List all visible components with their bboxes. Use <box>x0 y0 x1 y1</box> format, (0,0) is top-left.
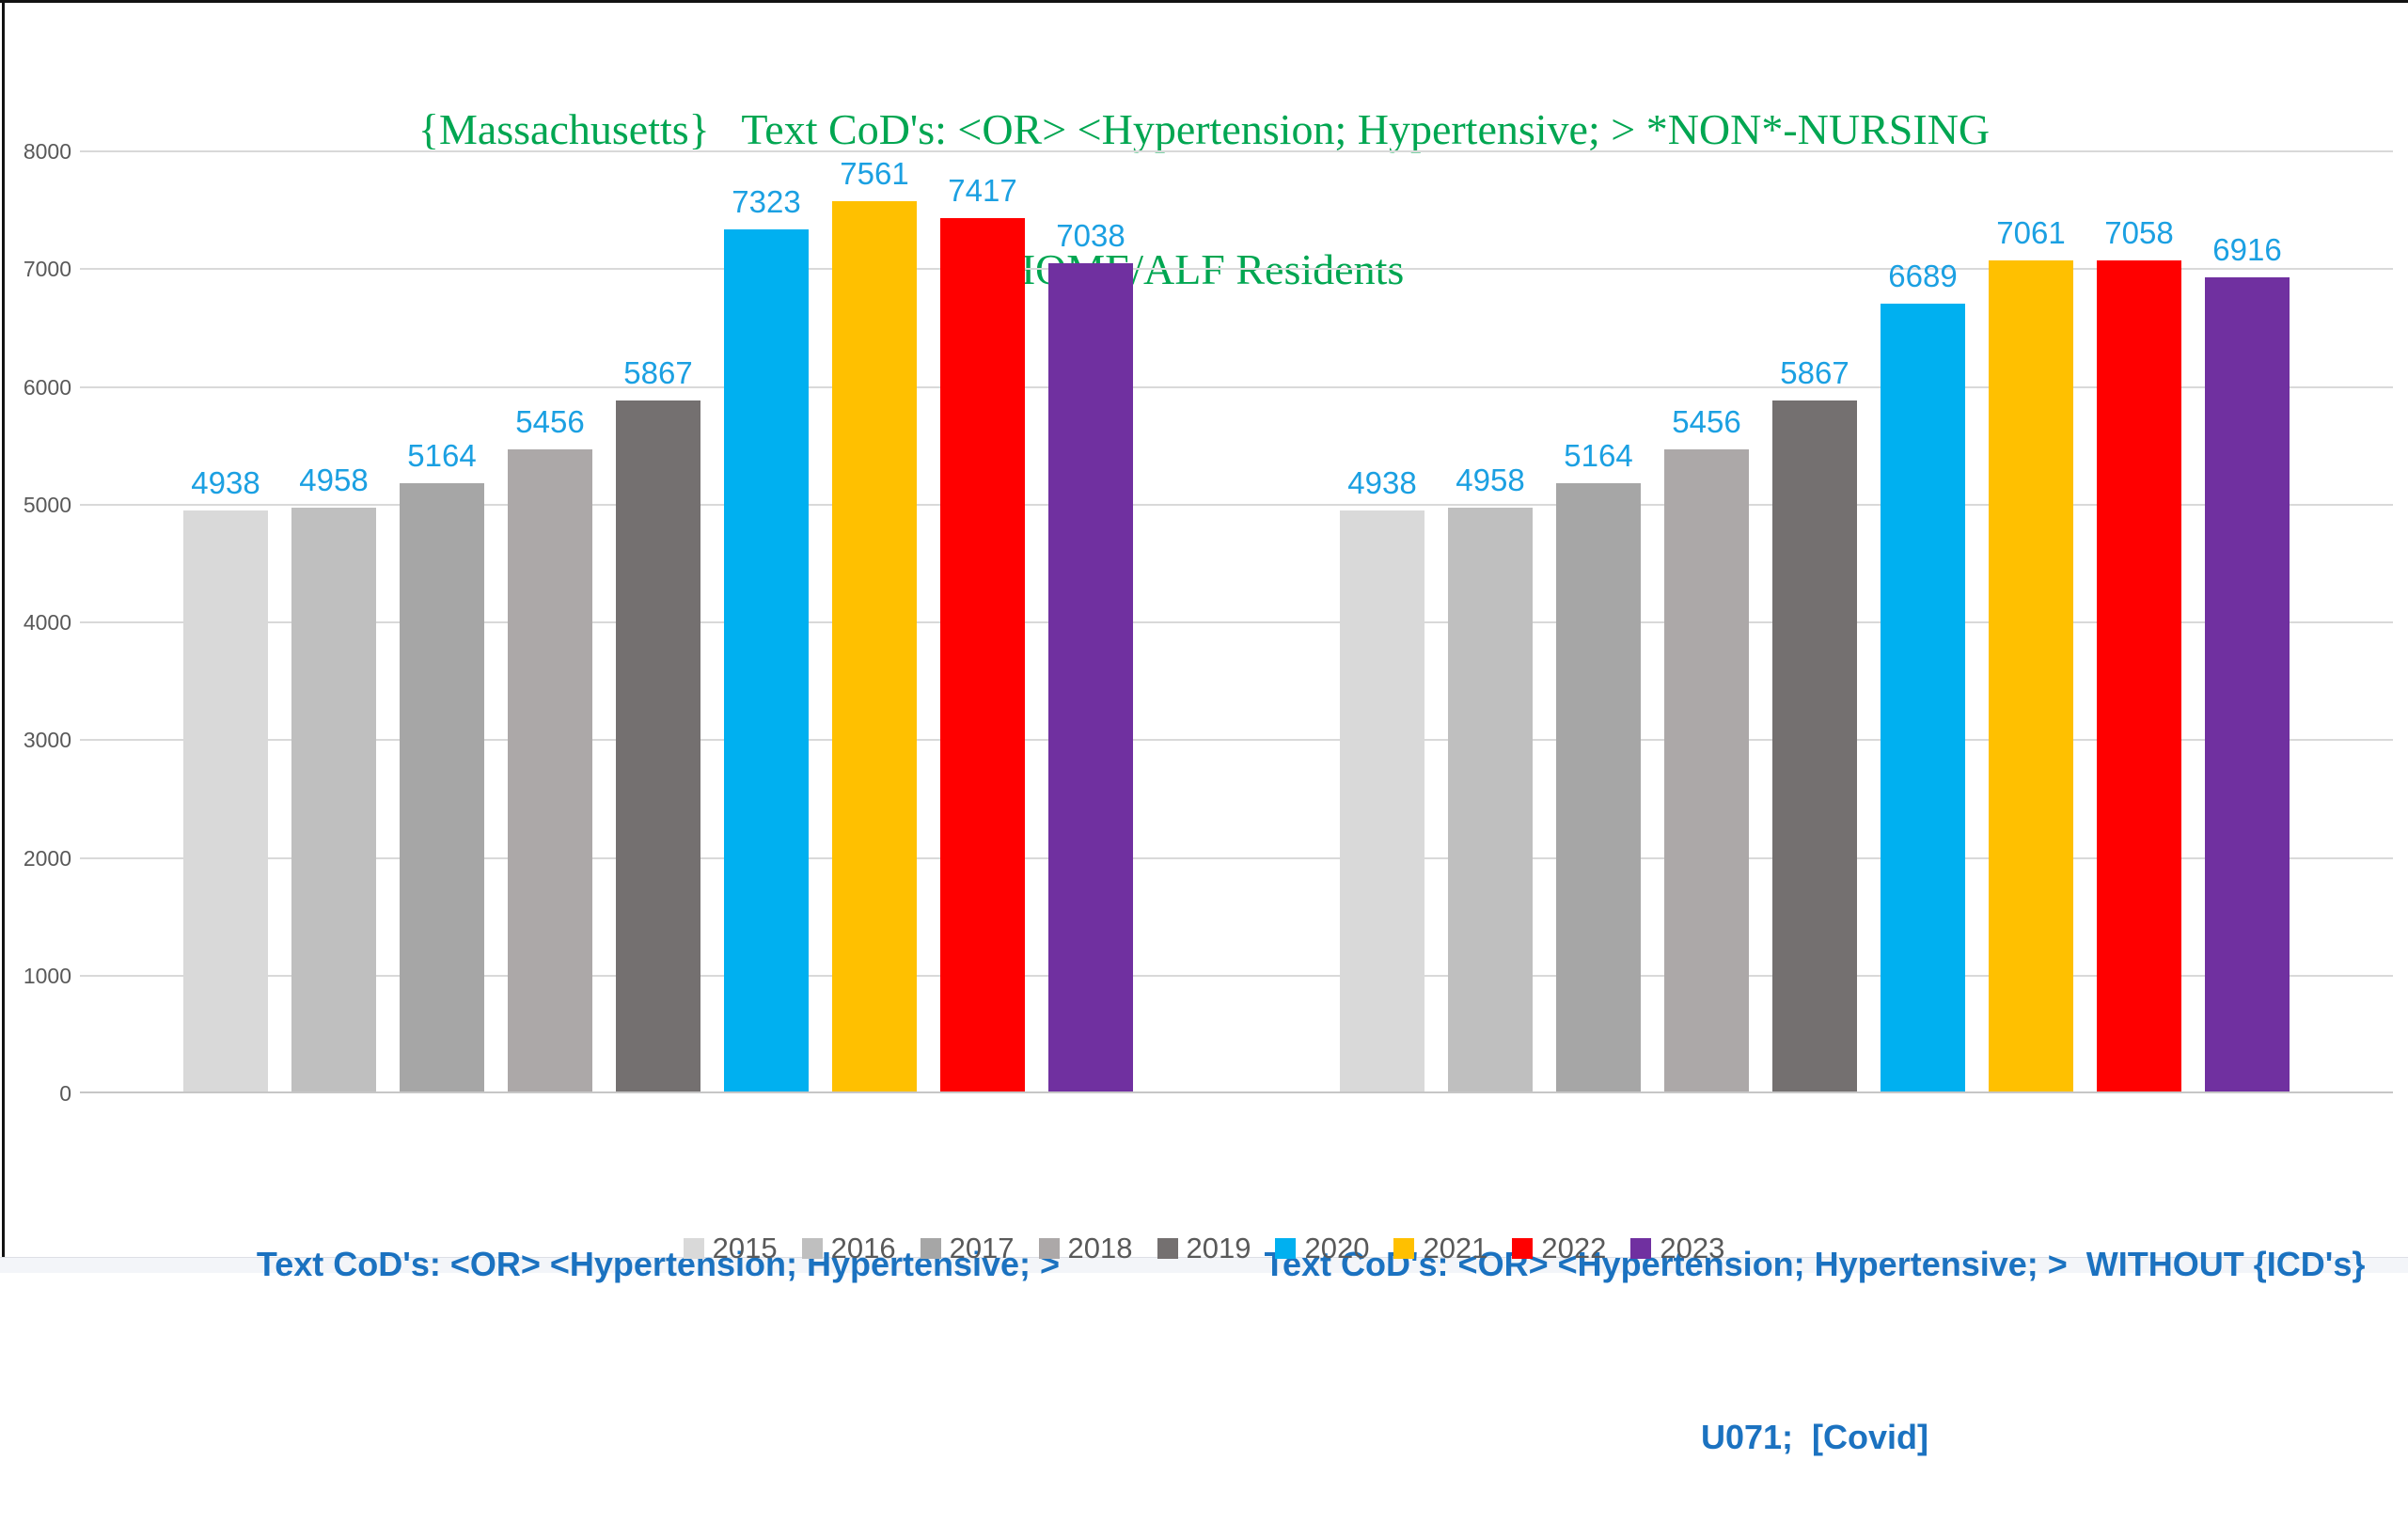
legend-label-2019: 2019 <box>1186 1232 1251 1264</box>
legend-item-2022: 2022 <box>1512 1232 1606 1265</box>
bar-2023-group1 <box>1048 262 1133 1091</box>
data-label-2023-group2: 6916 <box>2212 231 2282 267</box>
data-label-2017-group2: 5164 <box>1564 438 1633 474</box>
bar-2017-group1 <box>400 483 484 1091</box>
y-axis-tick: 7000 <box>23 257 71 282</box>
gridline <box>80 621 2393 623</box>
gridline <box>80 503 2393 506</box>
legend-swatch-2022 <box>1512 1238 1534 1259</box>
legend-item-2023: 2023 <box>1630 1232 1724 1265</box>
legend-item-2016: 2016 <box>801 1232 896 1265</box>
y-axis-tick: 2000 <box>23 845 71 871</box>
data-label-2020-group2: 6689 <box>1888 259 1958 294</box>
x-axis-label-2-line-2: U071; [Covid] <box>1700 1417 1929 1456</box>
x-axis-label-category-2: Text CoD's: <OR> <Hypertension; Hyperten… <box>1236 1121 2393 1523</box>
data-label-2017-group1: 5164 <box>407 438 477 474</box>
bar-2023-group2 <box>2205 276 2290 1091</box>
legend-label-2016: 2016 <box>830 1232 896 1264</box>
data-label-2021-group2: 7061 <box>1996 214 2066 250</box>
bar-2015-group1 <box>183 510 268 1091</box>
bar-2022-group1 <box>940 218 1025 1091</box>
y-axis-tick: 6000 <box>23 374 71 400</box>
y-axis-tick: 4000 <box>23 610 71 635</box>
chart-legend: 2015 2016 2017 2018 2019 2020 2021 2022 2023 <box>0 1232 2408 1265</box>
plot-area: 4938 4938 4958 4958 5164 5164 5456 5456 5867 5867… <box>80 150 2393 1093</box>
window-left-border <box>2 0 5 1257</box>
bar-2016-group1 <box>291 508 376 1091</box>
gridline <box>80 974 2393 977</box>
legend-label-2018: 2018 <box>1067 1232 1133 1264</box>
y-axis-tick: 3000 <box>23 728 71 753</box>
legend-swatch-2023 <box>1630 1238 1652 1259</box>
legend-swatch-2019 <box>1157 1238 1178 1259</box>
legend-label-2022: 2022 <box>1541 1232 1607 1264</box>
bar-2020-group1 <box>724 228 809 1091</box>
y-axis-tick: 5000 <box>23 492 71 517</box>
legend-swatch-2020 <box>1275 1238 1297 1259</box>
legend-label-2021: 2021 <box>1423 1232 1488 1264</box>
legend-item-2020: 2020 <box>1275 1232 1369 1265</box>
worksheet-edge-strip <box>0 1257 2408 1273</box>
data-label-2015-group1: 4938 <box>191 464 260 500</box>
legend-swatch-2018 <box>1038 1238 1060 1259</box>
data-label-2016-group1: 4958 <box>299 463 369 498</box>
y-axis: 0 1000 2000 3000 4000 5000 6000 7000 8000 <box>4 139 71 1106</box>
legend-swatch-2021 <box>1393 1238 1415 1259</box>
legend-item-2018: 2018 <box>1038 1232 1133 1265</box>
data-label-2023-group1: 7038 <box>1056 217 1125 253</box>
gridline <box>80 739 2393 742</box>
legend-swatch-2016 <box>801 1238 823 1259</box>
bar-2020-group2 <box>1881 304 1965 1091</box>
legend-swatch-2015 <box>683 1238 704 1259</box>
y-axis-tick: 8000 <box>23 139 71 164</box>
data-label-2022-group1: 7417 <box>948 173 1017 209</box>
gridline <box>80 268 2393 271</box>
data-label-2019-group2: 5867 <box>1780 355 1849 391</box>
gridline <box>80 150 2393 152</box>
legend-label-2017: 2017 <box>949 1232 1015 1264</box>
legend-item-2017: 2017 <box>920 1232 1015 1265</box>
data-label-2018-group1: 5456 <box>515 403 585 439</box>
bar-2019-group2 <box>1772 400 1857 1091</box>
data-label-2021-group1: 7561 <box>840 156 909 191</box>
gridline <box>80 385 2393 388</box>
legend-item-2019: 2019 <box>1157 1232 1251 1265</box>
legend-label-2020: 2020 <box>1304 1232 1370 1264</box>
bar-2015-group2 <box>1340 510 1424 1091</box>
bar-2022-group2 <box>2097 260 2181 1091</box>
window-top-border <box>0 0 2408 3</box>
legend-label-2023: 2023 <box>1660 1232 1725 1264</box>
gridline <box>80 856 2393 859</box>
data-label-2022-group2: 7058 <box>2104 215 2174 250</box>
bar-2018-group2 <box>1664 448 1749 1091</box>
data-label-2015-group2: 4938 <box>1347 464 1417 500</box>
excel-chart-screenshot: { "frame": { "background": "#FFFFFF", "t… <box>0 0 2408 1456</box>
y-axis-tick: 1000 <box>23 963 71 988</box>
bar-2016-group2 <box>1448 508 1533 1091</box>
legend-swatch-2017 <box>920 1238 941 1259</box>
data-label-2016-group2: 4958 <box>1456 463 1525 498</box>
bar-2021-group2 <box>1989 259 2073 1091</box>
legend-label-2015: 2015 <box>712 1232 778 1264</box>
bar-2017-group2 <box>1556 483 1641 1091</box>
bar-2018-group1 <box>508 448 592 1091</box>
x-axis-line <box>80 1091 2393 1093</box>
legend-item-2015: 2015 <box>683 1232 778 1265</box>
data-label-2018-group2: 5456 <box>1672 403 1741 439</box>
bar-2019-group1 <box>616 400 700 1091</box>
data-label-2019-group1: 5867 <box>623 355 693 391</box>
y-axis-tick: 0 <box>59 1081 71 1106</box>
legend-item-2021: 2021 <box>1393 1232 1487 1265</box>
chart-title-line-1: {Massachusetts} Text CoD's: <OR> <Hypert… <box>417 105 1991 154</box>
bar-2021-group1 <box>832 201 917 1091</box>
data-label-2020-group1: 7323 <box>732 183 801 219</box>
